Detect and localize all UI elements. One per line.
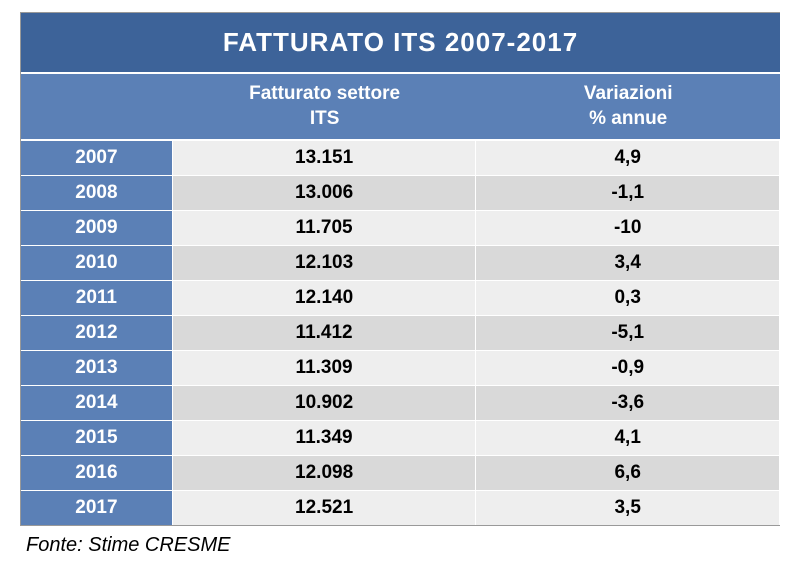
cell-value: 12.140 [173,281,477,315]
cell-value: 13.151 [173,141,477,175]
cell-variation: 6,6 [476,456,780,490]
header-variation: Variazioni% annue [476,74,780,139]
table-row: 201211.412-5,1 [21,316,780,351]
table-row: 201311.309-0,9 [21,351,780,386]
table-row: 201410.902-3,6 [21,386,780,421]
table-row: 200713.1514,9 [21,141,780,176]
cell-year: 2007 [21,141,173,175]
table-row: 201612.0986,6 [21,456,780,491]
table-row: 201712.5213,5 [21,491,780,525]
cell-variation: 3,5 [476,491,780,525]
cell-year: 2013 [21,351,173,385]
cell-value: 12.521 [173,491,477,525]
cell-year: 2016 [21,456,173,490]
fatturato-table: FATTURATO ITS 2007-2017 Fatturato settor… [20,12,780,526]
cell-value: 11.349 [173,421,477,455]
header-value: Fatturato settoreITS [173,74,477,139]
cell-year: 2009 [21,211,173,245]
cell-variation: 3,4 [476,246,780,280]
page-wrapper: FATTURATO ITS 2007-2017 Fatturato settor… [0,0,800,565]
cell-year: 2015 [21,421,173,455]
cell-value: 10.902 [173,386,477,420]
table-row: 200813.006-1,1 [21,176,780,211]
cell-value: 11.705 [173,211,477,245]
cell-year: 2010 [21,246,173,280]
table-title: FATTURATO ITS 2007-2017 [21,13,780,74]
cell-value: 11.309 [173,351,477,385]
cell-variation: -0,9 [476,351,780,385]
header-year [21,74,173,139]
cell-year: 2012 [21,316,173,350]
table-row: 201012.1033,4 [21,246,780,281]
cell-value: 11.412 [173,316,477,350]
cell-variation: -1,1 [476,176,780,210]
cell-variation: 4,1 [476,421,780,455]
source-note: Fonte: Stime CRESME [20,526,780,557]
cell-value: 12.098 [173,456,477,490]
table-row: 201112.1400,3 [21,281,780,316]
cell-variation: -3,6 [476,386,780,420]
cell-variation: -10 [476,211,780,245]
cell-year: 2014 [21,386,173,420]
table-header-row: Fatturato settoreITS Variazioni% annue [21,74,780,141]
table-row: 200911.705-10 [21,211,780,246]
cell-year: 2008 [21,176,173,210]
cell-year: 2017 [21,491,173,525]
table-body: 200713.1514,9200813.006-1,1200911.705-10… [21,141,780,525]
cell-variation: -5,1 [476,316,780,350]
cell-year: 2011 [21,281,173,315]
cell-variation: 4,9 [476,141,780,175]
cell-value: 13.006 [173,176,477,210]
cell-value: 12.103 [173,246,477,280]
table-row: 201511.3494,1 [21,421,780,456]
cell-variation: 0,3 [476,281,780,315]
